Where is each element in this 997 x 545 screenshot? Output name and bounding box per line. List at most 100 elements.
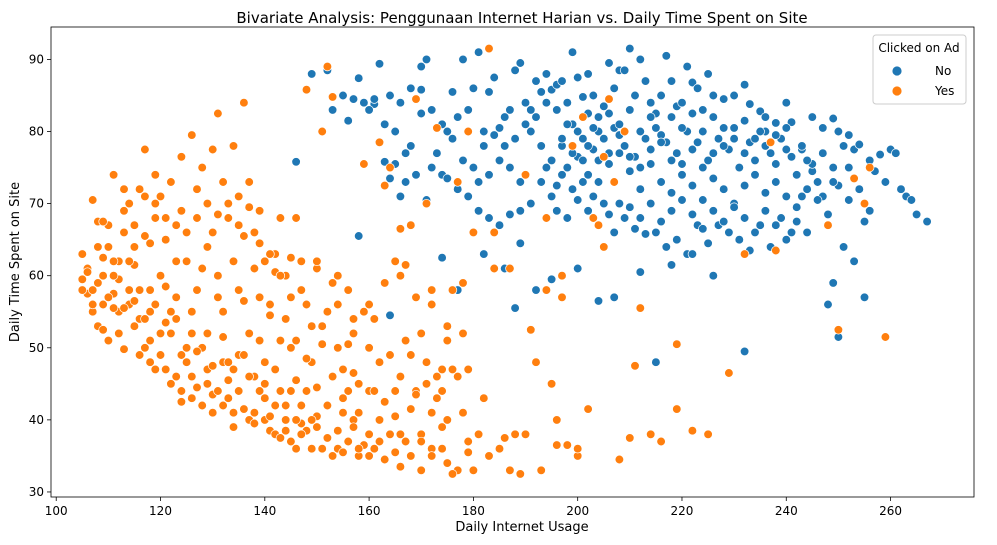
- y-axis: 30 40 50 60 70 80 90: [29, 52, 51, 499]
- data-point-yes: [447, 469, 458, 479]
- data-point-yes: [327, 92, 338, 102]
- data-point-yes: [108, 170, 119, 180]
- x-tick-label: 160: [358, 504, 381, 518]
- data-point-no: [911, 209, 922, 220]
- data-point-yes: [354, 408, 364, 418]
- data-point-yes: [625, 433, 635, 443]
- data-point-no: [828, 278, 838, 288]
- data-point-yes: [380, 397, 390, 407]
- data-point-yes: [463, 436, 473, 447]
- data-point-yes: [275, 433, 286, 443]
- data-point-yes: [416, 436, 426, 447]
- data-point-yes: [171, 256, 181, 266]
- data-point-yes: [93, 278, 103, 288]
- data-point-no: [802, 184, 812, 194]
- data-point-no: [406, 141, 416, 151]
- data-point-yes: [124, 198, 134, 209]
- data-point-yes: [98, 253, 108, 263]
- data-point-yes: [442, 458, 452, 468]
- data-point-no: [442, 173, 452, 184]
- data-point-yes: [181, 357, 192, 367]
- data-point-no: [698, 105, 708, 115]
- data-point-no: [526, 198, 536, 209]
- data-point-yes: [437, 444, 447, 454]
- data-point-yes: [187, 371, 197, 382]
- data-point-yes: [171, 371, 181, 382]
- data-point-no: [494, 220, 505, 230]
- data-point-yes: [619, 126, 630, 137]
- data-point-no: [546, 191, 557, 202]
- data-point-yes: [98, 216, 108, 227]
- data-point-no: [719, 184, 729, 194]
- data-point-no: [713, 134, 724, 144]
- data-point-no: [708, 173, 718, 184]
- data-point-no: [385, 90, 395, 101]
- data-point-no: [604, 58, 614, 68]
- data-point-yes: [140, 314, 150, 324]
- data-point-yes: [218, 332, 228, 342]
- data-point-yes: [500, 433, 510, 443]
- data-point-no: [520, 98, 531, 108]
- data-point-yes: [385, 429, 395, 439]
- data-point-yes: [192, 184, 202, 194]
- data-point-no: [844, 162, 854, 173]
- data-point-yes: [432, 371, 442, 382]
- data-point-yes: [140, 343, 150, 353]
- data-point-yes: [171, 292, 181, 302]
- data-point-no: [416, 85, 426, 95]
- data-point-no: [719, 94, 729, 104]
- data-point-no: [573, 126, 583, 137]
- data-point-yes: [134, 184, 145, 194]
- data-point-yes: [260, 357, 270, 367]
- data-point-no: [531, 285, 541, 295]
- data-point-yes: [880, 332, 891, 342]
- data-point-no: [771, 118, 781, 128]
- data-point-no: [625, 105, 635, 115]
- data-point-yes: [114, 328, 124, 339]
- data-point-yes: [406, 350, 416, 360]
- data-point-yes: [573, 444, 583, 454]
- data-point-yes: [234, 191, 244, 202]
- data-point-yes: [588, 213, 598, 223]
- data-point-yes: [103, 292, 114, 302]
- data-point-no: [896, 184, 906, 194]
- data-point-yes: [390, 386, 400, 396]
- data-point-no: [604, 108, 614, 119]
- data-point-no: [416, 108, 426, 119]
- data-point-yes: [192, 213, 202, 223]
- data-point-no: [859, 292, 870, 302]
- data-point-no: [661, 51, 671, 61]
- data-point-no: [760, 112, 771, 122]
- data-point-yes: [265, 249, 275, 259]
- data-point-yes: [364, 451, 374, 461]
- data-point-yes: [98, 325, 108, 335]
- data-point-no: [739, 213, 750, 223]
- data-point-yes: [155, 328, 166, 339]
- data-point-no: [656, 137, 666, 147]
- data-point-no: [536, 141, 546, 151]
- data-point-no: [458, 155, 468, 166]
- data-point-yes: [380, 180, 390, 191]
- data-point-no: [541, 162, 552, 173]
- data-point-no: [755, 106, 765, 116]
- data-point-no: [838, 141, 849, 151]
- data-point-no: [739, 180, 750, 191]
- data-point-no: [792, 202, 802, 212]
- data-point-no: [703, 238, 713, 248]
- x-tick-label: 240: [775, 504, 798, 518]
- data-point-yes: [849, 173, 859, 184]
- x-tick-label: 200: [566, 504, 589, 518]
- data-point-yes: [400, 436, 411, 447]
- data-point-yes: [395, 271, 406, 281]
- data-point-no: [447, 87, 458, 97]
- data-point-yes: [672, 339, 682, 349]
- x-tick-label: 220: [671, 504, 694, 518]
- data-point-yes: [213, 271, 223, 281]
- data-point-no: [640, 76, 651, 86]
- data-point-yes: [463, 364, 473, 375]
- data-point-yes: [166, 177, 176, 187]
- data-point-yes: [234, 386, 244, 396]
- data-point-yes: [427, 451, 437, 461]
- data-point-yes: [301, 353, 312, 364]
